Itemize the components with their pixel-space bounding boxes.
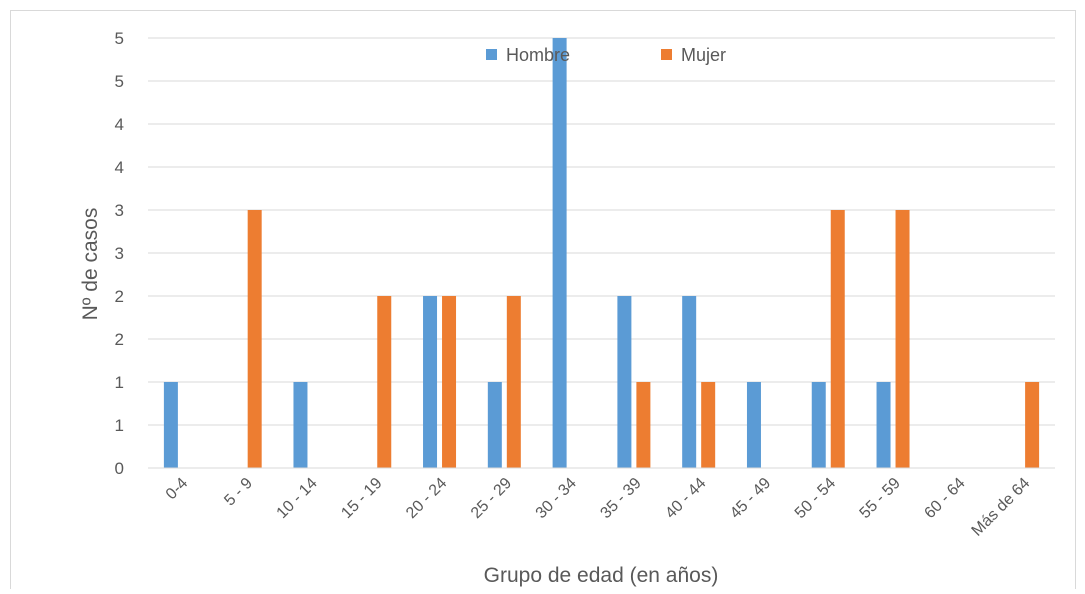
y-tick-label: 0 [115, 459, 124, 478]
bar-hombre-9 [746, 382, 761, 468]
gridlines [148, 37, 1055, 426]
x-tick-label: 60 - 64 [921, 475, 968, 522]
bar-mujer-13 [1025, 382, 1040, 468]
y-tick-label: 3 [115, 244, 124, 263]
x-axis-ticks: 0-4 5 - 9 10 - 14 15 - 19 20 - 24 25 - 29 30 -… [163, 475, 1034, 540]
bar-hombre-5 [487, 382, 502, 468]
legend: Hombre Mujer [486, 45, 726, 65]
bar-hombre-0 [163, 382, 178, 468]
bar-hombre-4 [423, 296, 438, 468]
y-axis-ticks: 0 1 1 2 2 3 3 4 4 5 5 [115, 29, 124, 478]
bar-hombre-2 [293, 382, 308, 468]
legend-swatch-mujer [661, 49, 672, 60]
bar-chart: 0 1 1 2 2 3 3 4 4 5 5 0-4 5 - 9 10 - 14 15 - 19 20 - 2… [79, 29, 1055, 587]
bar-mujer-11 [895, 210, 910, 468]
bar-hombre-11 [876, 382, 891, 468]
x-tick-label: 5 - 9 [221, 475, 256, 510]
bar-mujer-1 [247, 210, 262, 468]
bar-hombre-6 [552, 38, 567, 468]
x-tick-label: Más de 64 [969, 475, 1034, 540]
chart-frame: 0 1 1 2 2 3 3 4 4 5 5 0-4 5 - 9 10 - 14 15 - 19 20 - 2… [10, 10, 1076, 589]
legend-label-hombre: Hombre [506, 45, 570, 65]
x-tick-label: 25 - 29 [468, 475, 515, 522]
x-tick-label: 45 - 49 [727, 475, 774, 522]
legend-label-mujer: Mujer [681, 45, 726, 65]
x-tick-label: 10 - 14 [274, 475, 321, 522]
x-tick-label: 50 - 54 [792, 475, 839, 522]
y-tick-label: 2 [115, 330, 124, 349]
x-tick-label: 55 - 59 [857, 475, 904, 522]
x-tick-label: 15 - 19 [338, 475, 385, 522]
y-axis-title: Nº de casos [79, 208, 102, 321]
y-tick-label: 5 [115, 72, 124, 91]
bar-mujer-3 [377, 296, 392, 468]
x-tick-label: 0-4 [163, 475, 191, 503]
bar-mujer-5 [506, 296, 521, 468]
y-tick-label: 4 [115, 115, 124, 134]
bar-hombre-7 [617, 296, 632, 468]
bar-hombre-10 [811, 382, 826, 468]
bar-hombre-8 [682, 296, 697, 468]
y-tick-label: 1 [115, 416, 124, 435]
x-tick-label: 30 - 34 [533, 475, 580, 522]
y-tick-label: 3 [115, 201, 124, 220]
y-tick-label: 5 [115, 29, 124, 48]
x-tick-label: 35 - 39 [597, 475, 644, 522]
y-tick-label: 1 [115, 373, 124, 392]
bar-mujer-4 [442, 296, 457, 468]
y-tick-label: 4 [115, 158, 124, 177]
x-axis-title: Grupo de edad (en años) [484, 564, 719, 587]
bar-mujer-7 [636, 382, 651, 468]
y-tick-label: 2 [115, 287, 124, 306]
bars [163, 38, 1040, 468]
x-tick-label: 20 - 24 [403, 475, 450, 522]
x-tick-label: 40 - 44 [662, 475, 709, 522]
legend-swatch-hombre [486, 49, 497, 60]
bar-mujer-8 [701, 382, 716, 468]
bar-mujer-10 [830, 210, 845, 468]
